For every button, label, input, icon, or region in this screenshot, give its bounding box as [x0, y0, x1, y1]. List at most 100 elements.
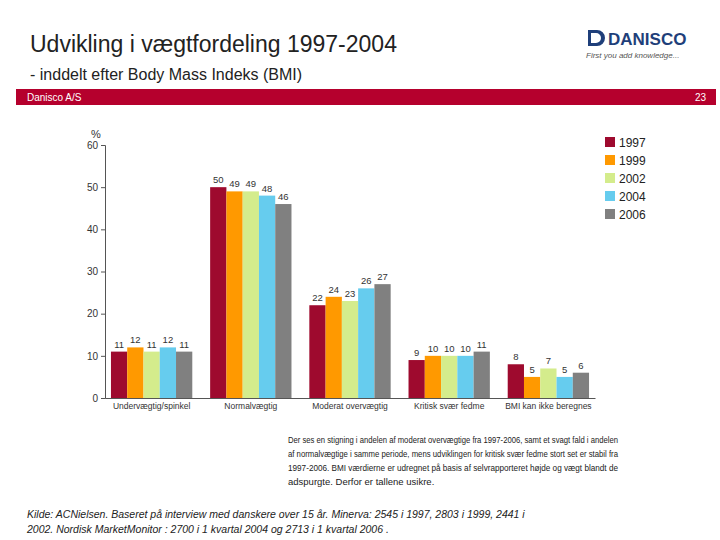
- data-label: 6: [578, 360, 583, 371]
- bar: [176, 352, 192, 398]
- data-label: 7: [546, 355, 551, 366]
- page-number: 23: [695, 92, 707, 103]
- data-label: 12: [163, 334, 174, 345]
- x-tick-label: Undervægtig/spinkel: [113, 401, 191, 411]
- data-label: 11: [477, 339, 487, 350]
- source-line: 2002. Nordisk MarketMonitor : 2700 i 1 k…: [26, 523, 389, 535]
- y-tick: 30: [87, 266, 105, 277]
- y-tick: 10: [87, 351, 105, 362]
- x-tick: Kritisk svær fedme: [414, 401, 485, 411]
- y-tick: 40: [87, 224, 105, 235]
- x-tick-label: Moderat overvægtig: [312, 401, 388, 411]
- bar: [358, 288, 374, 398]
- x-tick: Normalvægtig: [224, 401, 277, 411]
- y-tick-label: 50: [87, 182, 99, 193]
- note-line: 1997-2006. BMI værdierne er udregnet på …: [288, 462, 618, 473]
- data-label: 24: [328, 284, 339, 295]
- bar: [111, 352, 127, 398]
- bar: [374, 284, 390, 398]
- bar: [508, 364, 524, 398]
- logo: DANISCO First you add knowledge...: [586, 30, 686, 60]
- company: Danisco A/S: [27, 92, 82, 103]
- y-tick-label: 30: [87, 266, 99, 277]
- legend-swatch: [605, 173, 615, 183]
- data-label: 22: [312, 292, 323, 303]
- bar: [259, 196, 275, 398]
- x-tick: Undervægtig/spinkel: [113, 401, 191, 411]
- bar: [425, 356, 441, 398]
- bar: [127, 347, 143, 398]
- legend-entry: 1999: [605, 154, 646, 168]
- bar: [143, 352, 159, 398]
- x-tick-label: BMI kan ikke beregnes: [505, 401, 591, 411]
- bar: [210, 187, 226, 398]
- legend-entry: 1997: [605, 136, 646, 150]
- data-label: 23: [345, 288, 356, 299]
- bar: [573, 373, 589, 398]
- y-tick-mark: [101, 145, 105, 146]
- y-tick: 20: [87, 308, 105, 319]
- data-label: 11: [179, 339, 189, 350]
- bar: [457, 356, 473, 398]
- data-label: 8: [513, 351, 518, 362]
- legend-swatch: [605, 137, 615, 147]
- bar: [557, 377, 573, 398]
- legend-label: 2002: [619, 172, 646, 186]
- legend-label: 2006: [619, 208, 646, 222]
- bar: [309, 305, 325, 398]
- note-line: af normalvægtige i samme periode, mens u…: [288, 448, 619, 459]
- bars: [111, 187, 589, 398]
- y-axis: 0 10 20 30 40 50 60: [87, 140, 106, 404]
- legend-swatch: [605, 191, 615, 201]
- title: Udvikling i vægtfordeling 1997-2004: [30, 31, 397, 57]
- source-line: Kilde: ACNielsen. Baseret på interview m…: [27, 508, 525, 520]
- legend-swatch: [605, 209, 615, 219]
- data-label: 49: [246, 178, 257, 189]
- tagline: First you add knowledge...: [586, 51, 679, 60]
- note: Der ses en stigning i andelen af moderat…: [288, 434, 619, 487]
- legend: 1997 1999 2002 2004 2006: [605, 136, 646, 222]
- data-label: 5: [529, 364, 534, 375]
- y-tick-mark: [101, 272, 105, 273]
- legend-label: 1999: [619, 154, 646, 168]
- logo-text: DANISCO: [608, 30, 686, 49]
- y-tick-label: 20: [87, 308, 99, 319]
- bar: [524, 377, 540, 398]
- y-axis-line: [101, 146, 106, 399]
- header-band: [16, 89, 716, 105]
- legend-entry: 2004: [605, 190, 646, 204]
- data-label: 12: [130, 334, 141, 345]
- y-tick: 50: [87, 182, 105, 193]
- legend-swatch: [605, 155, 615, 165]
- data-label: 10: [428, 343, 439, 354]
- data-label: 11: [147, 339, 157, 350]
- x-tick: Moderat overvægtig: [312, 401, 388, 411]
- data-label: 10: [460, 343, 471, 354]
- y-axis-title: %: [91, 128, 101, 140]
- y-tick: 60: [87, 140, 105, 151]
- y-tick-mark: [101, 356, 105, 357]
- y-tick-mark: [101, 314, 105, 315]
- y-tick-label: 60: [87, 140, 99, 151]
- y-tick-mark: [101, 398, 105, 399]
- chart: 1150229812492410511492310712482610511462…: [87, 128, 596, 411]
- note-line: adspurgte. Derfor er tallene usikre.: [288, 476, 434, 487]
- legend-entry: 2002: [605, 172, 646, 186]
- logo-icon: [588, 30, 605, 46]
- y-tick-label: 0: [92, 393, 98, 404]
- legend-label: 1997: [619, 136, 646, 150]
- x-tick-label: Normalvægtig: [224, 401, 277, 411]
- data-label: 5: [562, 364, 567, 375]
- bar: [275, 204, 291, 398]
- data-label: 46: [278, 191, 289, 202]
- y-tick: 0: [92, 393, 105, 404]
- slide: Udvikling i vægtfordeling 1997-2004- ind…: [0, 0, 720, 540]
- legend-label: 2004: [619, 190, 646, 204]
- source: Kilde: ACNielsen. Baseret på interview m…: [26, 508, 525, 535]
- data-labels: 1150229812492410511492310712482610511462…: [114, 174, 583, 375]
- bar: [474, 352, 490, 398]
- data-label: 10: [444, 343, 455, 354]
- y-tick-label: 40: [87, 224, 99, 235]
- bar: [540, 368, 556, 398]
- data-label: 11: [114, 339, 124, 350]
